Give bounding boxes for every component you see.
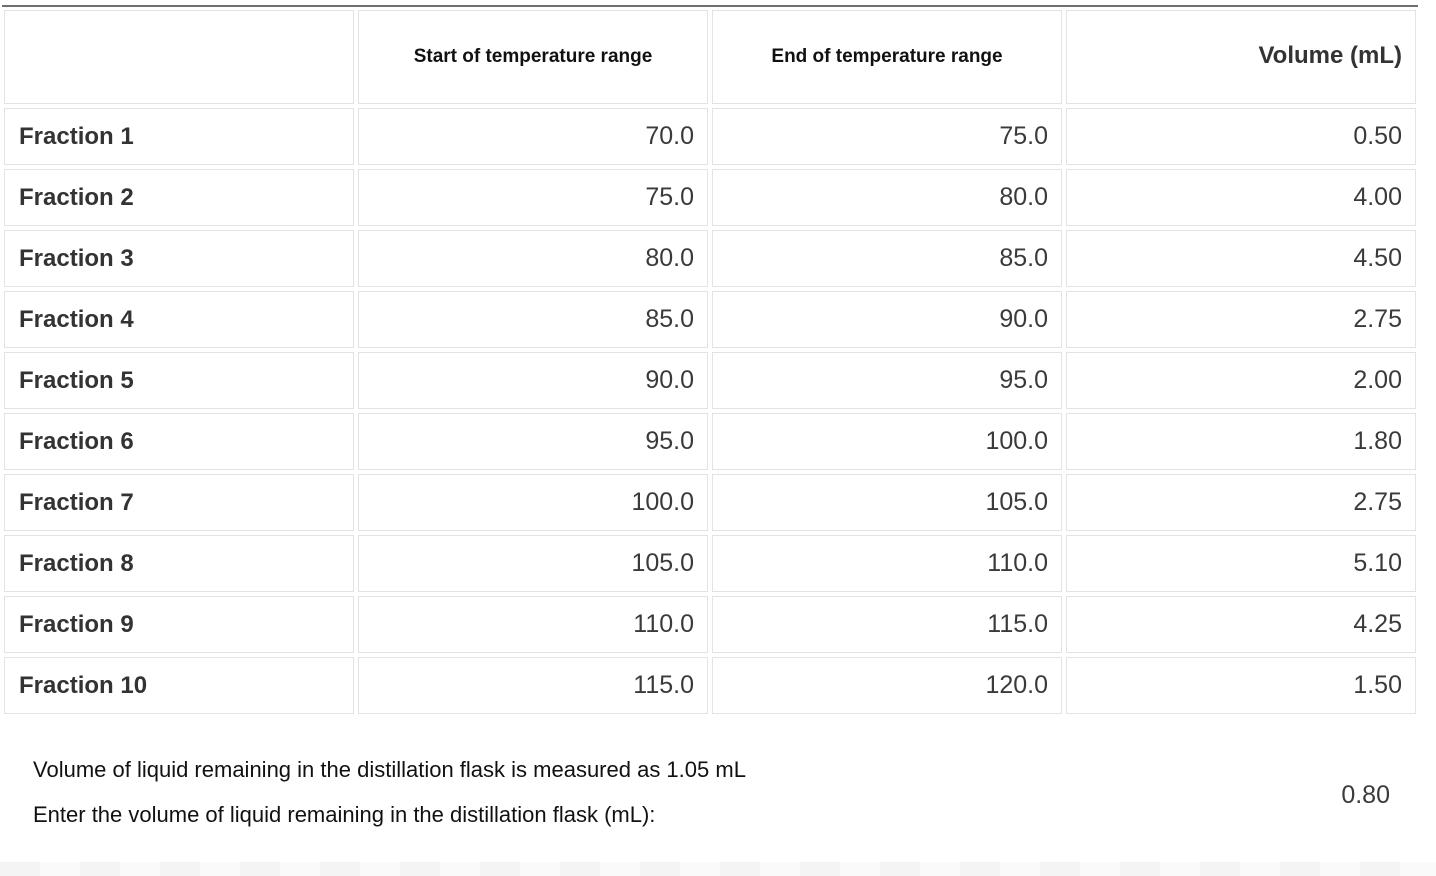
remaining-volume-answer[interactable]: 0.80	[1341, 781, 1390, 809]
volume-cell: 4.25	[1066, 596, 1416, 653]
volume-cell: 1.50	[1066, 657, 1416, 714]
end-temp-cell: 95.0	[712, 352, 1062, 409]
volume-cell: 4.50	[1066, 230, 1416, 287]
fraction-label: Fraction 5	[4, 352, 354, 409]
end-temp-cell: 115.0	[712, 596, 1062, 653]
bottom-strip	[0, 862, 1436, 876]
start-temp-cell: 115.0	[358, 657, 708, 714]
fraction-label: Fraction 7	[4, 474, 354, 531]
end-temp-cell: 105.0	[712, 474, 1062, 531]
fraction-label: Fraction 6	[4, 413, 354, 470]
end-temp-cell: 110.0	[712, 535, 1062, 592]
end-temp-cell: 75.0	[712, 108, 1062, 165]
volume-cell: 2.00	[1066, 352, 1416, 409]
remaining-volume-prompt: Enter the volume of liquid remaining in …	[33, 802, 656, 827]
start-temp-cell: 70.0	[358, 108, 708, 165]
volume-cell: 5.10	[1066, 535, 1416, 592]
volume-cell: 1.80	[1066, 413, 1416, 470]
volume-cell: 4.00	[1066, 169, 1416, 226]
start-temp-cell: 100.0	[358, 474, 708, 531]
fraction-label: Fraction 9	[4, 596, 354, 653]
start-temp-cell: 75.0	[358, 169, 708, 226]
header-end-temp: End of temperature range	[712, 10, 1062, 104]
fraction-label: Fraction 3	[4, 230, 354, 287]
start-temp-cell: 105.0	[358, 535, 708, 592]
fraction-label: Fraction 2	[4, 169, 354, 226]
start-temp-cell: 110.0	[358, 596, 708, 653]
fraction-label: Fraction 1	[4, 108, 354, 165]
end-temp-cell: 90.0	[712, 291, 1062, 348]
start-temp-cell: 80.0	[358, 230, 708, 287]
header-start-temp: Start of temperature range	[358, 10, 708, 104]
top-divider	[2, 5, 1418, 7]
volume-cell: 2.75	[1066, 474, 1416, 531]
fraction-label: Fraction 10	[4, 657, 354, 714]
fraction-label: Fraction 8	[4, 535, 354, 592]
fractions-table: Start of temperature range End of temper…	[4, 10, 1416, 715]
end-temp-cell: 85.0	[712, 230, 1062, 287]
fraction-label: Fraction 4	[4, 291, 354, 348]
start-temp-cell: 95.0	[358, 413, 708, 470]
start-temp-cell: 85.0	[358, 291, 708, 348]
start-temp-cell: 90.0	[358, 352, 708, 409]
volume-cell: 2.75	[1066, 291, 1416, 348]
header-volume: Volume (mL)	[1066, 10, 1416, 104]
header-empty	[4, 10, 354, 104]
measured-volume-text: Volume of liquid remaining in the distil…	[33, 757, 746, 782]
end-temp-cell: 100.0	[712, 413, 1062, 470]
volume-cell: 0.50	[1066, 108, 1416, 165]
end-temp-cell: 80.0	[712, 169, 1062, 226]
end-temp-cell: 120.0	[712, 657, 1062, 714]
